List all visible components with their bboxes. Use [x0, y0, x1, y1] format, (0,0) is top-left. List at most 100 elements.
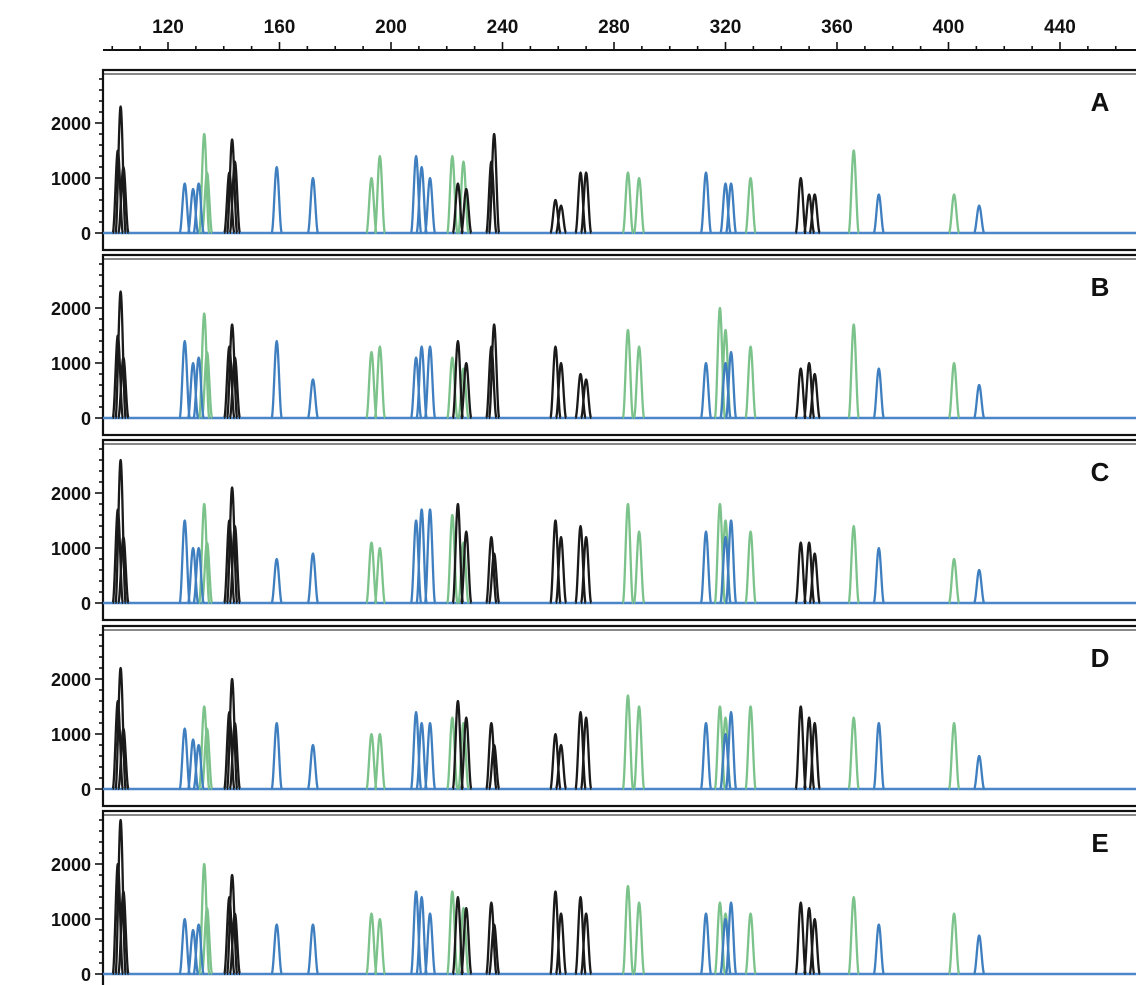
- peak-black: [451, 339, 465, 420]
- peak-blue: [270, 339, 283, 420]
- peak-green: [446, 716, 459, 791]
- peak-green: [847, 524, 860, 605]
- peak-green: [457, 906, 470, 976]
- peak-green: [200, 906, 214, 976]
- peak-black: [114, 458, 127, 605]
- peak-blue: [178, 727, 191, 791]
- peak-black: [228, 912, 242, 976]
- y-tick-label: 1000: [51, 354, 91, 374]
- peak-green: [457, 541, 470, 605]
- peak-blue: [699, 912, 713, 976]
- peak-green: [947, 721, 961, 791]
- peak-blue: [415, 165, 428, 235]
- peak-green: [947, 912, 961, 976]
- peak-black: [451, 502, 465, 605]
- peak-black: [459, 716, 473, 791]
- panel-label: B: [1091, 272, 1110, 302]
- x-tick-label: 320: [710, 17, 742, 38]
- peak-blue: [270, 165, 283, 235]
- peak-blue: [415, 895, 428, 976]
- panel-frame: [101, 438, 1136, 622]
- peak-black: [117, 356, 130, 420]
- peak-green: [744, 345, 757, 420]
- peak-black: [228, 524, 242, 605]
- peak-black: [574, 710, 587, 791]
- panel-c: 0 1000 2000 C: [51, 438, 1136, 622]
- peak-blue: [186, 738, 200, 791]
- peak-blue: [192, 923, 205, 976]
- peak-green: [446, 890, 459, 976]
- peak-black: [554, 743, 568, 791]
- peak-blue: [872, 193, 886, 235]
- peak-green: [744, 705, 757, 791]
- peak-blue: [423, 912, 437, 976]
- peak-blue: [192, 182, 205, 235]
- peak-black: [487, 323, 501, 420]
- peak-blue: [423, 721, 437, 791]
- peak-black: [114, 290, 127, 420]
- peak-black: [549, 345, 562, 420]
- peak-blue: [724, 350, 738, 420]
- peak-green: [446, 513, 459, 605]
- peak-black: [549, 519, 562, 605]
- peak-green: [373, 732, 387, 791]
- peak-black: [549, 198, 562, 235]
- peak-black: [579, 912, 593, 976]
- peak-black: [487, 743, 501, 791]
- peak-black: [114, 818, 127, 976]
- peak-blue: [872, 721, 886, 791]
- y-tick-label: 0: [81, 224, 91, 244]
- peak-blue: [423, 345, 437, 420]
- peak-black: [225, 873, 239, 976]
- peak-black: [802, 361, 816, 420]
- y-tick-label: 1000: [51, 539, 91, 559]
- peak-green: [713, 901, 727, 976]
- x-tick-label: 400: [933, 17, 965, 38]
- peak-black: [459, 187, 473, 235]
- peak-black: [808, 552, 821, 605]
- peak-green: [847, 149, 860, 235]
- peak-blue: [719, 917, 732, 976]
- peak-blue: [186, 187, 200, 235]
- y-tick-label: 1000: [51, 169, 91, 189]
- peak-green: [632, 345, 646, 420]
- peak-blue: [409, 890, 423, 976]
- peak-blue: [972, 568, 986, 605]
- peak-blue: [178, 339, 191, 420]
- peak-green: [200, 350, 214, 420]
- peak-blue: [409, 519, 423, 605]
- peak-green: [947, 361, 961, 420]
- peak-black: [228, 721, 242, 791]
- peak-blue: [972, 934, 986, 976]
- peak-blue: [415, 345, 428, 420]
- peak-blue: [186, 928, 200, 976]
- peak-blue: [724, 901, 738, 976]
- peak-black: [117, 890, 130, 976]
- peak-blue: [699, 721, 713, 791]
- peak-black: [459, 906, 473, 976]
- peak-green: [947, 193, 961, 235]
- peak-blue: [306, 378, 320, 420]
- peak-black: [487, 132, 501, 235]
- panels: 0 1000 2000 A 0 1000 2000 B 0 1000 2000 C 0 1000 2000 D…: [51, 68, 1136, 985]
- y-tick-label: 0: [81, 594, 91, 614]
- peak-black: [579, 716, 593, 791]
- peak-black: [574, 171, 587, 235]
- peak-blue: [415, 721, 428, 791]
- peak-blue: [972, 383, 986, 420]
- peak-black: [808, 721, 821, 791]
- y-tick-label: 1000: [51, 910, 91, 930]
- peak-blue: [409, 154, 423, 235]
- peak-black: [485, 901, 498, 976]
- peak-black: [225, 323, 239, 420]
- peak-blue: [409, 356, 423, 420]
- peak-black: [808, 193, 821, 235]
- peak-blue: [178, 917, 191, 976]
- peak-black: [451, 895, 465, 976]
- y-tick-label: 2000: [51, 484, 91, 504]
- peak-blue: [724, 710, 738, 791]
- panel-frame: [101, 624, 1136, 808]
- y-tick-label: 2000: [51, 670, 91, 690]
- peak-black: [794, 901, 808, 976]
